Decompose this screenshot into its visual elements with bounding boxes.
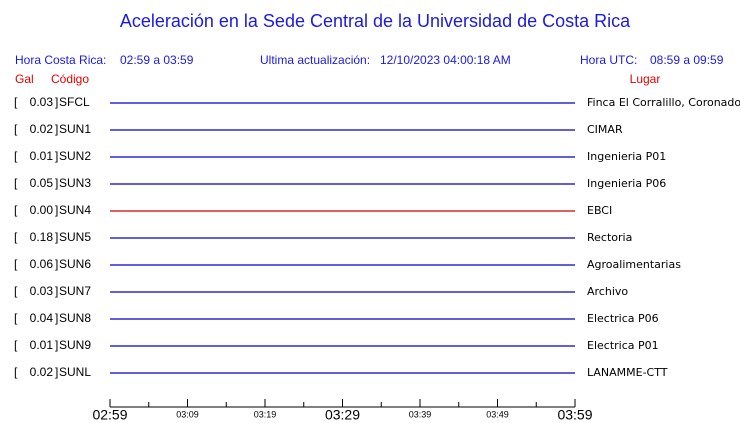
bracket: [ (14, 311, 18, 325)
bracket: [ (14, 176, 18, 190)
bracket: [ (14, 122, 18, 136)
bracket: ] (55, 149, 58, 163)
bracket: [ (14, 365, 18, 379)
station-place: Ingenieria P06 (587, 177, 666, 190)
bracket: [ (14, 95, 18, 109)
update-label: Ultima actualización: (260, 53, 370, 67)
bracket: ] (55, 95, 58, 109)
station-code: SFCL (59, 95, 90, 109)
code-label: Código (51, 72, 89, 86)
gal-label: Gal (15, 72, 34, 86)
station-place: CIMAR (587, 123, 623, 136)
bracket: ] (55, 176, 58, 190)
gal-value: 0.02 (30, 365, 54, 379)
bracket: ] (55, 203, 58, 217)
bracket: ] (55, 230, 58, 244)
gal-value: 0.01 (30, 149, 54, 163)
station-code: SUN6 (59, 257, 91, 271)
major-time-label: 03:29 (325, 407, 360, 423)
bracket: ] (55, 338, 58, 352)
title: Aceleración en la Sede Central de la Uni… (120, 11, 631, 31)
station-code: SUN9 (59, 338, 91, 352)
bracket: ] (55, 257, 58, 271)
station-code: SUN4 (59, 203, 91, 217)
station-place: Rectoria (587, 231, 632, 244)
gal-value: 0.06 (30, 257, 54, 271)
station-code: SUN8 (59, 311, 91, 325)
station-place: Archivo (587, 285, 628, 298)
station-place: Electrica P01 (587, 339, 659, 352)
major-time-label: 03:59 (557, 407, 592, 423)
station-code: SUN3 (59, 176, 91, 190)
gal-value: 0.00 (30, 203, 54, 217)
utc-label: Hora UTC: (580, 53, 637, 67)
bracket: [ (14, 149, 18, 163)
gal-value: 0.01 (30, 338, 54, 352)
minor-time-label: 03:49 (486, 409, 509, 419)
bracket: ] (55, 122, 58, 136)
local-range: 02:59 a 03:59 (120, 53, 194, 67)
minor-time-label: 03:19 (254, 409, 277, 419)
station-place: Agroalimentarias (587, 258, 681, 271)
gal-value: 0.04 (30, 311, 54, 325)
bracket: ] (55, 284, 58, 298)
gal-value: 0.03 (30, 284, 54, 298)
station-code: SUN1 (59, 122, 91, 136)
bracket: ] (55, 365, 58, 379)
bracket: [ (14, 338, 18, 352)
update-value: 12/10/2023 04:00:18 AM (380, 53, 511, 67)
bracket: [ (14, 284, 18, 298)
station-place: EBCI (587, 204, 612, 217)
bracket: [ (14, 257, 18, 271)
station-place: LANAMME-CTT (587, 366, 668, 379)
gal-value: 0.18 (30, 230, 54, 244)
station-code: SUNL (59, 365, 91, 379)
station-place: Electrica P06 (587, 312, 659, 325)
bracket: [ (14, 230, 18, 244)
gal-value: 0.02 (30, 122, 54, 136)
utc-range: 08:59 a 09:59 (650, 53, 724, 67)
local-label: Hora Costa Rica: (15, 53, 106, 67)
minor-time-label: 03:09 (176, 409, 199, 419)
minor-time-label: 03:39 (409, 409, 432, 419)
station-place: Finca El Corralillo, Coronado (587, 96, 740, 109)
station-code: SUN7 (59, 284, 91, 298)
major-time-label: 02:59 (92, 407, 127, 423)
station-code: SUN5 (59, 230, 91, 244)
gal-value: 0.05 (30, 176, 54, 190)
station-code: SUN2 (59, 149, 91, 163)
station-place: Ingenieria P01 (587, 150, 666, 163)
bracket: [ (14, 203, 18, 217)
bracket: ] (55, 311, 58, 325)
gal-value: 0.03 (30, 95, 54, 109)
place-label: Lugar (630, 72, 661, 86)
